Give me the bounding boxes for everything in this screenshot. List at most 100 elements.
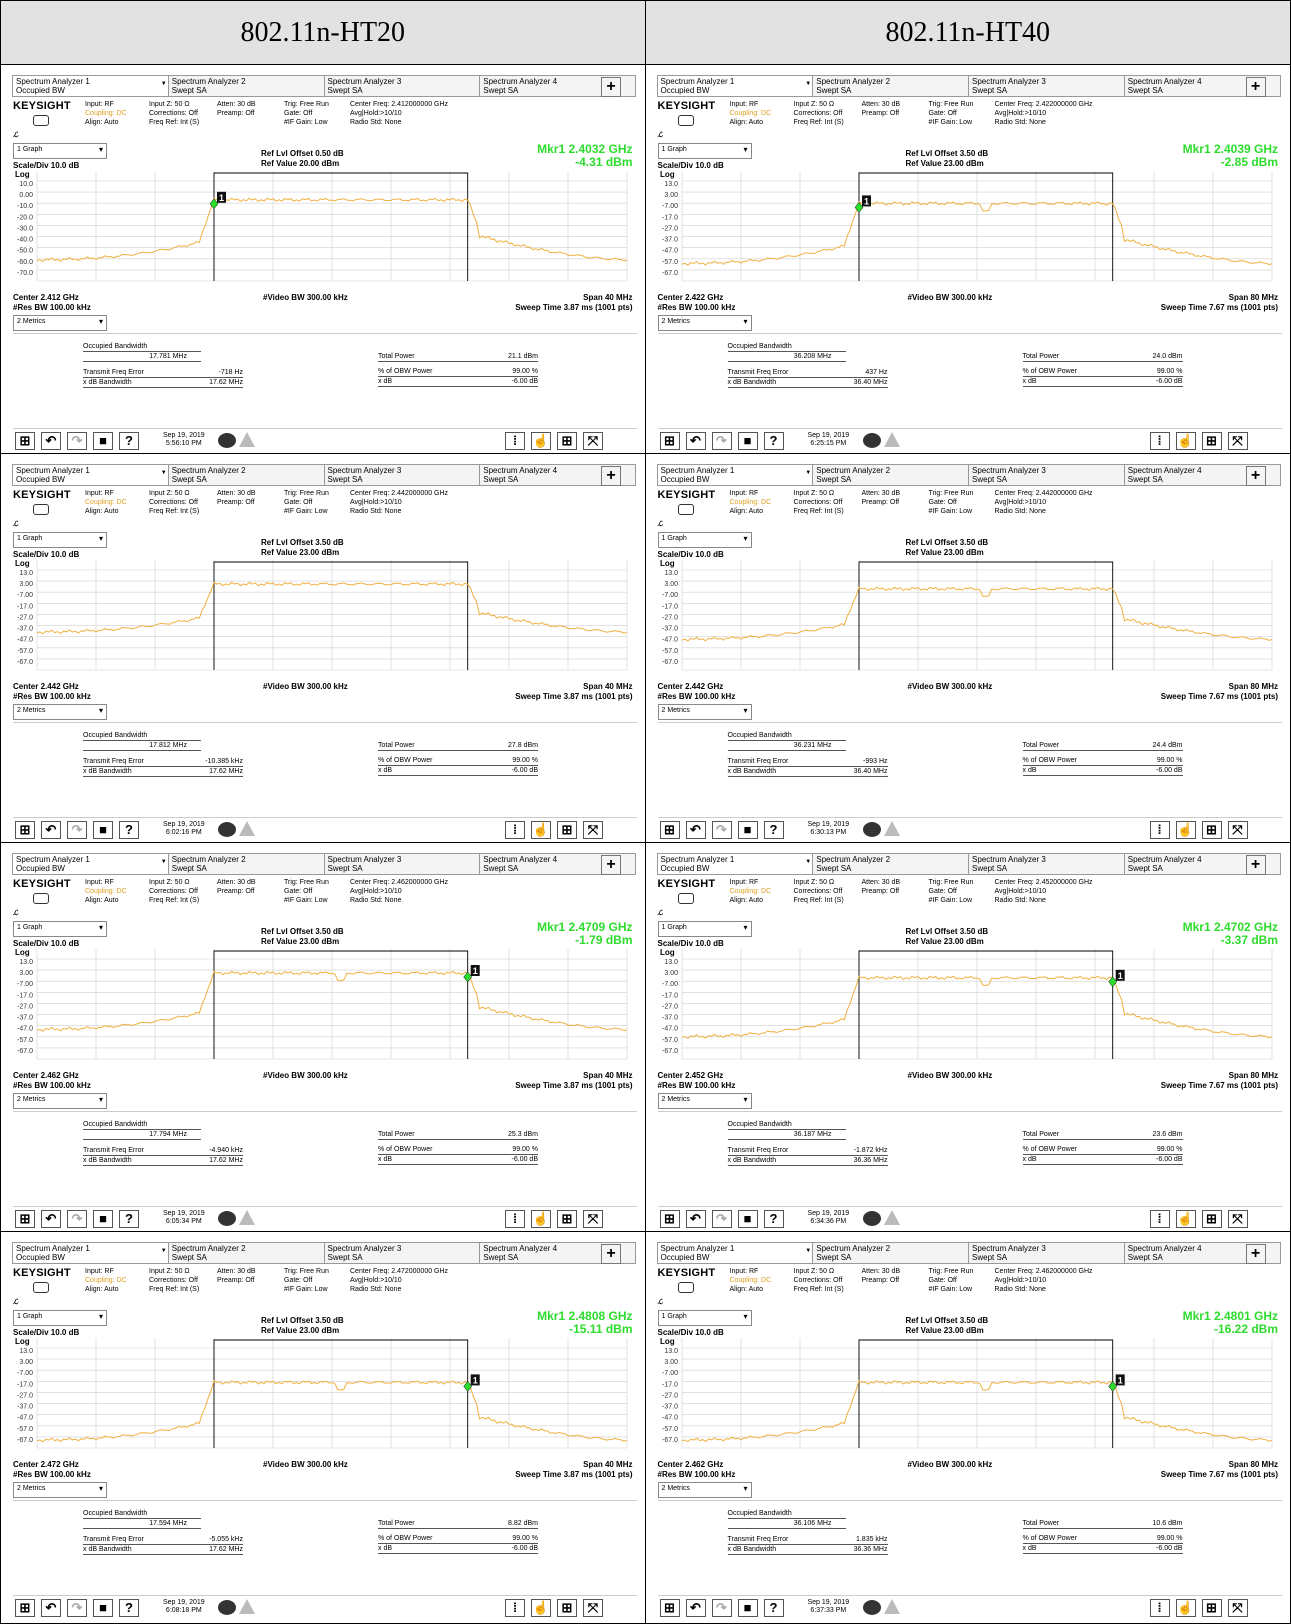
tab-analyzer-3[interactable]: Spectrum Analyzer 3 Swept SA xyxy=(324,464,481,486)
marker-diamond[interactable] xyxy=(854,201,863,213)
keypad-icon[interactable]: ⁞ xyxy=(505,432,525,450)
chat-icon[interactable] xyxy=(862,822,881,837)
freq-settings[interactable]: Center Freq: 2.412000000 GHz Avg|Hold:>10… xyxy=(350,101,449,126)
input-settings[interactable]: Input: RF Coupling: DC Align: Auto xyxy=(85,879,127,904)
windows-icon[interactable]: ⊞ xyxy=(15,1210,35,1228)
tab-analyzer-1[interactable]: Spectrum Analyzer 1 Occupied BW ▼ xyxy=(12,464,169,486)
tab-analyzer-4[interactable]: Spectrum Analyzer 4 Swept SA xyxy=(1124,75,1281,97)
redo-icon[interactable]: ↷ xyxy=(67,1599,87,1617)
trig-settings[interactable]: Trig: Free Run Gate: Off #IF Gain: Low xyxy=(928,1268,974,1293)
tab-analyzer-3[interactable]: Spectrum Analyzer 3 Swept SA xyxy=(324,1242,481,1264)
input-settings[interactable]: Input: RF Coupling: DC Align: Auto xyxy=(729,1268,772,1293)
trig-settings[interactable]: Trig: Free Run Gate: Off #IF Gain: Low xyxy=(928,490,974,515)
folder-icon[interactable]: ■ xyxy=(737,821,758,839)
message-icon[interactable] xyxy=(33,1282,49,1293)
tab-analyzer-2[interactable]: Spectrum Analyzer 2 Swept SA xyxy=(813,75,969,97)
undo-icon[interactable]: ↶ xyxy=(685,821,706,839)
chat-icon[interactable] xyxy=(218,1211,236,1226)
undo-icon[interactable]: ↶ xyxy=(41,821,61,839)
tab-analyzer-4[interactable]: Spectrum Analyzer 4 Swept SA xyxy=(480,1242,636,1264)
freq-settings[interactable]: Center Freq: 2.442000000 GHz Avg|Hold:>10… xyxy=(994,490,1093,515)
redo-icon[interactable]: ↷ xyxy=(67,1210,87,1228)
fullscreen-icon[interactable]: ⤧ xyxy=(1227,1599,1248,1617)
message-icon[interactable] xyxy=(33,115,49,126)
touch-icon[interactable]: ☝ xyxy=(531,1210,551,1228)
freq-settings[interactable]: Center Freq: 2.462000000 GHz Avg|Hold:>10… xyxy=(350,879,449,904)
trig-settings[interactable]: Trig: Free Run Gate: Off #IF Gain: Low xyxy=(284,101,329,126)
warning-icon[interactable] xyxy=(239,432,255,447)
tab-analyzer-1[interactable]: Spectrum Analyzer 1 Occupied BW ▼ xyxy=(12,1242,169,1264)
graph-select[interactable]: 1 Graph ▾ xyxy=(13,532,107,548)
fullscreen-icon[interactable]: ⤧ xyxy=(1227,1210,1248,1228)
metrics-select[interactable]: 2 Metrics ▾ xyxy=(13,315,107,331)
metrics-select[interactable]: 2 Metrics ▾ xyxy=(13,704,107,720)
chat-icon[interactable] xyxy=(862,433,881,448)
input-settings[interactable]: Input: RF Coupling: DC Align: Auto xyxy=(729,879,772,904)
freq-settings[interactable]: Center Freq: 2.422000000 GHz Avg|Hold:>10… xyxy=(994,101,1093,126)
fullscreen-icon[interactable]: ⤧ xyxy=(583,432,603,450)
spectrum-svg[interactable]: 10.0 0.00 -10.0 -20.0 -30.0 -40.0 -50.0 -60.0 -7… xyxy=(13,170,637,291)
chat-icon[interactable] xyxy=(862,1600,881,1615)
redo-icon[interactable]: ↷ xyxy=(67,432,87,450)
add-tab-button[interactable]: + xyxy=(601,1244,621,1264)
tab-analyzer-3[interactable]: Spectrum Analyzer 3 Swept SA xyxy=(969,853,1125,875)
undo-icon[interactable]: ↶ xyxy=(41,432,61,450)
metrics-select[interactable]: 2 Metrics ▾ xyxy=(13,1093,107,1109)
redo-icon[interactable]: ↷ xyxy=(67,821,87,839)
help-icon[interactable]: ? xyxy=(119,1210,139,1228)
folder-icon[interactable]: ■ xyxy=(93,432,113,450)
undo-icon[interactable]: ↶ xyxy=(41,1599,61,1617)
tab-dropdown-icon[interactable]: ▼ xyxy=(805,81,812,87)
tab-dropdown-icon[interactable]: ▼ xyxy=(160,470,167,476)
layout-icon[interactable]: ⊞ xyxy=(557,432,577,450)
atten-settings[interactable]: Atten: 30 dB Preamp: Off xyxy=(861,101,901,117)
tab-analyzer-3[interactable]: Spectrum Analyzer 3 Swept SA xyxy=(324,75,481,97)
inputz-settings[interactable]: Input Z: 50 Ω Corrections: Off Freq Ref: I… xyxy=(793,101,844,126)
atten-settings[interactable]: Atten: 30 dB Preamp: Off xyxy=(861,879,901,895)
metrics-select[interactable]: 2 Metrics ▾ xyxy=(657,1093,752,1109)
folder-icon[interactable]: ■ xyxy=(737,1599,758,1617)
metrics-select[interactable]: 2 Metrics ▾ xyxy=(657,1482,752,1498)
spectrum-svg[interactable]: 13.0 3.00 -7.00 -17.0 -27.0 -37.0 -47.0 -57.0 -6… xyxy=(13,1337,637,1458)
input-settings[interactable]: Input: RF Coupling: DC Align: Auto xyxy=(85,101,127,126)
warning-icon[interactable] xyxy=(883,1210,900,1225)
tab-analyzer-2[interactable]: Spectrum Analyzer 2 Swept SA xyxy=(813,853,969,875)
freq-settings[interactable]: Center Freq: 2.462000000 GHz Avg|Hold:>10… xyxy=(994,1268,1093,1293)
fullscreen-icon[interactable]: ⤧ xyxy=(1227,821,1248,839)
add-tab-button[interactable]: + xyxy=(1245,77,1266,97)
atten-settings[interactable]: Atten: 30 dB Preamp: Off xyxy=(217,879,256,895)
spectrum-svg[interactable]: 13.0 3.00 -7.00 -17.0 -27.0 -37.0 -47.0 -57.0 -6… xyxy=(658,1337,1282,1458)
message-icon[interactable] xyxy=(677,504,694,515)
add-tab-button[interactable]: + xyxy=(1245,855,1266,875)
folder-icon[interactable]: ■ xyxy=(93,1599,113,1617)
undo-icon[interactable]: ↶ xyxy=(685,432,706,450)
inputz-settings[interactable]: Input Z: 50 Ω Corrections: Off Freq Ref: I… xyxy=(793,879,844,904)
chat-icon[interactable] xyxy=(218,433,236,448)
marker-diamond[interactable] xyxy=(1107,1380,1117,1392)
keypad-icon[interactable]: ⁞ xyxy=(505,821,525,839)
metrics-select[interactable]: 2 Metrics ▾ xyxy=(657,704,752,720)
tab-analyzer-4[interactable]: Spectrum Analyzer 4 Swept SA xyxy=(1124,464,1281,486)
chat-icon[interactable] xyxy=(218,1600,236,1615)
trig-settings[interactable]: Trig: Free Run Gate: Off #IF Gain: Low xyxy=(928,879,974,904)
folder-icon[interactable]: ■ xyxy=(737,1210,758,1228)
tab-dropdown-icon[interactable]: ▼ xyxy=(805,859,812,865)
metrics-select[interactable]: 2 Metrics ▾ xyxy=(13,1482,107,1498)
tab-analyzer-4[interactable]: Spectrum Analyzer 4 Swept SA xyxy=(1124,853,1281,875)
message-icon[interactable] xyxy=(33,504,49,515)
undo-icon[interactable]: ↶ xyxy=(685,1599,706,1617)
graph-select[interactable]: 1 Graph ▾ xyxy=(657,532,752,548)
tab-dropdown-icon[interactable]: ▼ xyxy=(160,859,167,865)
windows-icon[interactable]: ⊞ xyxy=(15,821,35,839)
windows-icon[interactable]: ⊞ xyxy=(659,432,680,450)
trig-settings[interactable]: Trig: Free Run Gate: Off #IF Gain: Low xyxy=(284,879,329,904)
keypad-icon[interactable]: ⁞ xyxy=(505,1599,525,1617)
add-tab-button[interactable]: + xyxy=(601,77,621,97)
tab-analyzer-3[interactable]: Spectrum Analyzer 3 Swept SA xyxy=(969,1242,1125,1264)
tab-analyzer-2[interactable]: Spectrum Analyzer 2 Swept SA xyxy=(168,853,325,875)
spectrum-svg[interactable]: 13.0 3.00 -7.00 -17.0 -27.0 -37.0 -47.0 -57.0 -6… xyxy=(658,170,1282,291)
folder-icon[interactable]: ■ xyxy=(737,432,758,450)
atten-settings[interactable]: Atten: 30 dB Preamp: Off xyxy=(861,1268,901,1284)
help-icon[interactable]: ? xyxy=(763,432,784,450)
tab-analyzer-1[interactable]: Spectrum Analyzer 1 Occupied BW ▼ xyxy=(656,1242,814,1264)
